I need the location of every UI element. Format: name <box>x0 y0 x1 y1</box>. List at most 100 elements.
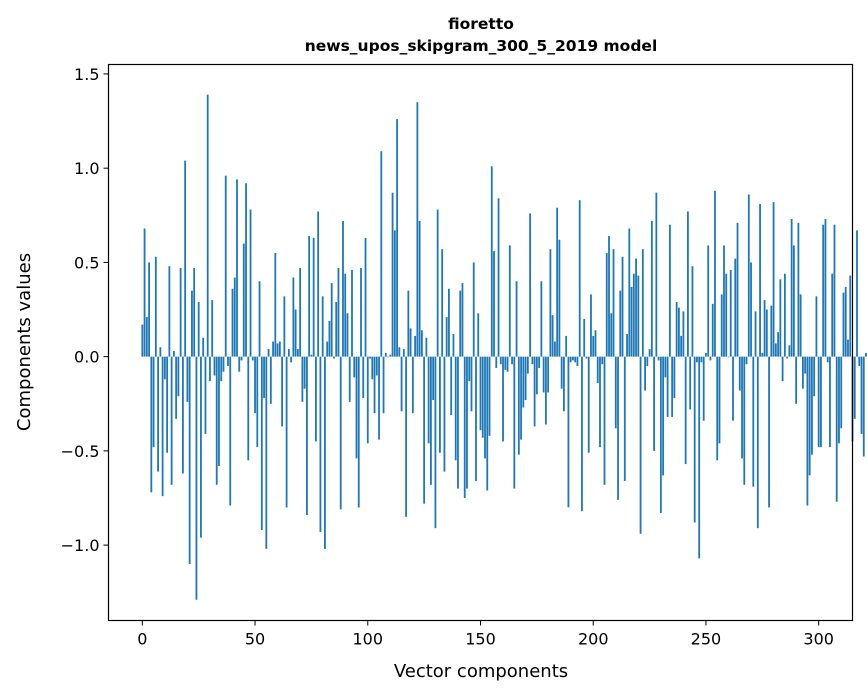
y-axis-ticks: −1.0 −0.5 0.0 0.5 1.0 1.5 <box>61 65 109 555</box>
bar <box>524 356 527 400</box>
bar <box>396 119 398 357</box>
bar <box>312 237 315 357</box>
bar <box>475 356 477 482</box>
bar <box>623 356 626 482</box>
bar <box>439 356 441 453</box>
bar <box>249 209 252 357</box>
bar <box>723 245 725 357</box>
bar <box>734 258 737 357</box>
bar <box>200 356 202 538</box>
bar <box>303 356 306 389</box>
x-tick-label: 250 <box>691 630 722 649</box>
bar <box>716 356 719 461</box>
bar <box>348 356 351 402</box>
bar <box>269 356 272 404</box>
bar <box>535 356 538 395</box>
bar <box>251 356 254 361</box>
bar <box>732 356 734 421</box>
bar <box>306 356 308 515</box>
bar <box>324 356 326 549</box>
bar <box>596 356 599 384</box>
bar <box>865 352 867 357</box>
bar <box>186 356 189 402</box>
bar <box>215 356 218 485</box>
bar <box>159 347 162 357</box>
bar <box>157 356 159 472</box>
bar <box>542 356 545 393</box>
bar <box>337 268 340 357</box>
bar <box>673 356 676 399</box>
bar <box>675 301 678 357</box>
bar <box>788 345 791 357</box>
bar <box>770 305 773 357</box>
bar <box>551 315 554 357</box>
bar <box>233 277 236 357</box>
y-tick-label: 1.0 <box>74 159 99 178</box>
bar <box>218 356 220 466</box>
bar <box>256 356 259 448</box>
bar <box>657 356 660 361</box>
bar <box>459 290 462 357</box>
bar <box>281 356 283 427</box>
bar <box>393 230 396 357</box>
chart-title: fioretto <box>448 15 514 33</box>
bar <box>344 273 347 357</box>
bar <box>369 356 371 359</box>
bar <box>583 318 586 357</box>
bar <box>236 179 238 357</box>
bar <box>847 339 849 357</box>
bar <box>328 320 331 357</box>
bar <box>603 356 606 485</box>
bar <box>463 356 466 498</box>
bar <box>206 94 209 357</box>
bar <box>430 356 432 485</box>
bar <box>572 356 574 361</box>
bar <box>754 311 757 357</box>
bar <box>145 317 148 357</box>
bar <box>420 330 423 357</box>
bar <box>824 219 827 357</box>
bar <box>646 356 649 367</box>
bar <box>445 317 448 357</box>
bar <box>240 356 243 361</box>
x-axis-label: Vector components <box>394 661 568 682</box>
y-axis-label: Components values <box>14 253 35 431</box>
bar <box>508 245 511 357</box>
bar <box>768 356 770 508</box>
bar <box>671 356 674 417</box>
bar <box>856 230 858 357</box>
bar <box>506 356 509 372</box>
bar <box>172 350 175 357</box>
bar <box>736 222 739 357</box>
bar <box>443 356 446 472</box>
bar <box>779 279 782 357</box>
bar <box>362 356 365 399</box>
bar <box>432 356 435 400</box>
bar <box>150 356 153 493</box>
bar <box>357 356 360 508</box>
bar <box>380 151 383 357</box>
bar <box>554 341 556 357</box>
bar <box>666 356 669 417</box>
bar <box>238 356 241 372</box>
bar <box>335 301 338 357</box>
bar <box>272 341 274 357</box>
bar <box>853 356 856 419</box>
bar <box>635 258 637 357</box>
bar <box>177 356 180 397</box>
bar <box>750 262 752 357</box>
bar <box>835 356 838 502</box>
bar <box>477 313 480 357</box>
bar <box>533 356 536 427</box>
bar <box>163 356 166 380</box>
bar <box>278 341 281 357</box>
bar <box>626 334 628 357</box>
bar <box>774 343 777 357</box>
bar <box>371 356 374 380</box>
bar <box>628 228 631 357</box>
bar <box>414 335 417 357</box>
bar <box>292 277 295 357</box>
bar <box>608 236 610 357</box>
bar <box>224 175 227 357</box>
